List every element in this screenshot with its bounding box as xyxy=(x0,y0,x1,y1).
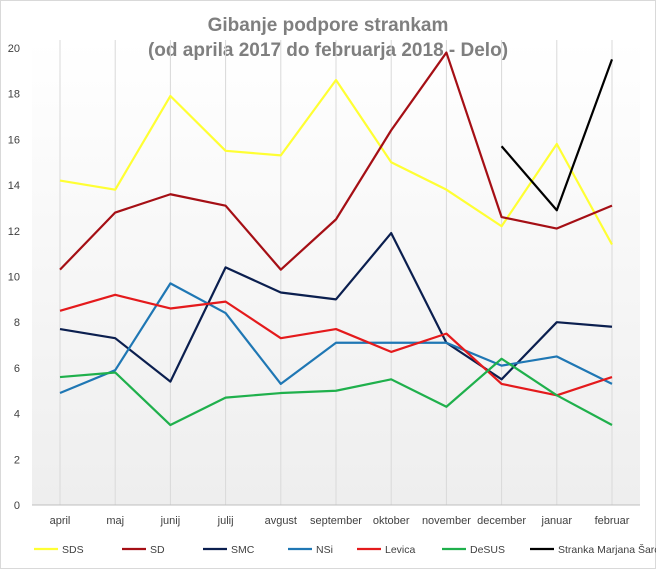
y-tick-label: 18 xyxy=(8,89,20,101)
y-tick-label: 6 xyxy=(14,363,20,375)
chart-title-line-2: (od aprila 2017 do februarja 2018 - Delo… xyxy=(148,40,508,61)
legend-label: DeSUS xyxy=(470,544,505,556)
y-tick-label: 0 xyxy=(14,500,20,512)
x-tick-label: julij xyxy=(217,515,234,527)
legend-label: Levica xyxy=(385,544,416,556)
y-tick-label: 12 xyxy=(8,226,20,238)
x-tick-label: januar xyxy=(541,515,573,527)
x-tick-label: junij xyxy=(160,515,181,527)
series-line-nsi xyxy=(59,282,613,395)
series-line-smc xyxy=(59,231,613,383)
legend-label: SMC xyxy=(231,544,255,556)
y-tick-label: 14 xyxy=(8,180,20,192)
legend-label: NSi xyxy=(316,544,333,556)
x-tick-label: april xyxy=(50,515,71,527)
x-tick-label: november xyxy=(422,515,471,527)
series-line-levica xyxy=(59,293,613,397)
legend-label: SDS xyxy=(62,544,84,556)
y-tick-label: 8 xyxy=(14,317,20,329)
legend-label: SD xyxy=(150,544,165,556)
x-tick-label: december xyxy=(477,515,526,527)
y-tick-label: 2 xyxy=(14,454,20,466)
series-line-sds xyxy=(59,78,613,246)
x-tick-label: september xyxy=(310,515,362,527)
y-tick-label: 10 xyxy=(8,272,20,284)
x-tick-label: maj xyxy=(106,515,124,527)
x-tick-label: avgust xyxy=(265,515,297,527)
series-line-sd xyxy=(59,51,613,271)
x-tick-label: oktober xyxy=(373,515,410,527)
chart-title-line-1: Gibanje podpore strankam xyxy=(208,15,449,36)
legend-label: Stranka Marjana Šarca xyxy=(558,543,656,556)
series-line-stranka-marjana-arca xyxy=(500,59,614,212)
series-line-desus xyxy=(59,357,613,427)
y-tick-label: 16 xyxy=(8,134,20,146)
y-tick-label: 4 xyxy=(14,409,20,421)
y-tick-label: 20 xyxy=(8,43,20,55)
x-tick-label: februar xyxy=(595,515,630,527)
